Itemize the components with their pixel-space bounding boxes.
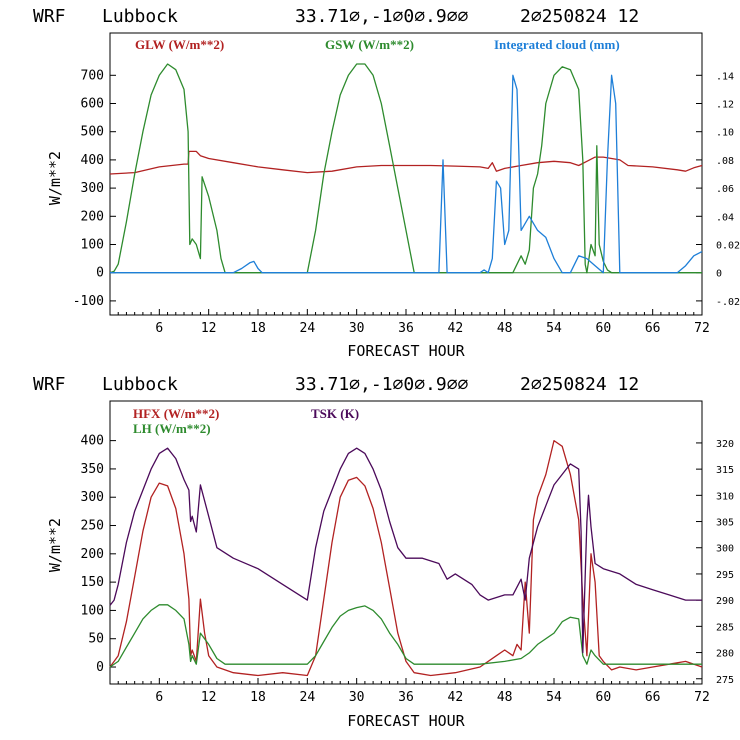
panel2-y2tick-label: 305 [716, 518, 734, 529]
panel1-series-0 [109, 150, 703, 175]
panel1-ytick-label: 0 [96, 266, 104, 281]
panel2-xtick-label: 42 [448, 690, 464, 705]
panel2-xtick-label: 30 [349, 690, 365, 705]
panel2-y2tick-label: 280 [716, 649, 734, 660]
panel2-series-2 [109, 447, 702, 654]
panel1-ytick-label: 600 [81, 97, 104, 112]
panel2-xtick-label: 12 [201, 690, 217, 705]
panel2-coords: 33.71∅,-1∅0∅.9∅∅ [295, 374, 469, 395]
panel1-y2tick-label: .08 [716, 156, 734, 167]
panel1-y2tick-label: -.02 [716, 297, 740, 308]
panel1-date: 2∅250824 12 [520, 6, 639, 27]
panel1-x-ticks: 6 12 18 24 30 36 42 48 54 60 66 72 [117, 309, 710, 336]
panel2-ylabel: W/m**2 [46, 518, 64, 572]
panel2-series-1 [109, 604, 702, 668]
panel2-ytick-label: 0 [96, 660, 104, 675]
panel1-ytick-label: 400 [81, 153, 104, 168]
panel2-ytick-label: 250 [81, 519, 104, 534]
panel1-xtick-label: 30 [349, 321, 365, 336]
panel1-series-2 [110, 74, 703, 274]
panel1-legend-gsw: GSW (W/m**2) [325, 37, 414, 52]
panel2-ytick-label: 350 [81, 462, 104, 477]
panel1-series [109, 63, 703, 274]
panel1-xtick-label: 24 [300, 321, 316, 336]
panel2-model: WRF [33, 374, 66, 395]
panel2-series [109, 439, 703, 677]
panel2-ytick-label: 50 [88, 632, 104, 647]
panel1-ytick-label: 700 [81, 68, 104, 83]
panel2-xtick-label: 24 [300, 690, 316, 705]
panel1-xtick-label: 18 [250, 321, 266, 336]
panel2-x-ticks: 6 12 18 24 30 36 42 48 54 60 66 72 [117, 678, 710, 705]
panel1-coords: 33.71∅,-1∅0∅.9∅∅ [295, 6, 469, 27]
panel1-ytick-label: 100 [81, 238, 104, 253]
panel2-y2tick-label: 300 [716, 544, 734, 555]
panel2-ytick-label: 200 [81, 547, 104, 562]
panel1-y2tick-label: .12 [716, 100, 734, 111]
panel2-y2tick-label: 290 [716, 596, 734, 607]
panel1-xtick-label: 48 [497, 321, 513, 336]
panel2-xtick-label: 6 [155, 690, 163, 705]
panel2-ytick-label: 400 [81, 434, 104, 449]
panel2-ytick-label: 300 [81, 490, 104, 505]
panel2-xtick-label: 54 [546, 690, 562, 705]
panel1-xtick-label: 36 [398, 321, 414, 336]
panel1-xtick-label: 66 [645, 321, 661, 336]
panel2-y2tick-label: 295 [716, 570, 734, 581]
panel2-y2-ticks: 275 280 285 290 295 300 305 310 315 320 [696, 439, 734, 686]
panel2-series-0 [109, 439, 703, 677]
panel1-y2tick-label: .10 [716, 128, 734, 139]
panel2-y2tick-label: 320 [716, 439, 734, 450]
panel2-xtick-label: 48 [497, 690, 513, 705]
panel1-y2tick-label: .06 [716, 184, 734, 195]
panel1-series-1 [109, 63, 702, 274]
panel1-ylabel: W/m**2 [46, 151, 64, 205]
panel2-xtick-label: 60 [596, 690, 612, 705]
panel2-y2tick-label: 310 [716, 491, 734, 502]
panel1-xtick-label: 12 [201, 321, 217, 336]
panel2-legend-tsk: TSK (K) [311, 406, 359, 421]
panel2-xtick-label: 36 [398, 690, 414, 705]
panel1-xtick-label: 72 [694, 321, 710, 336]
panel2-legend-lh: LH (W/m**2) [133, 421, 211, 436]
panel1-y-ticks: -100 0 100 200 300 400 500 600 700 [73, 68, 116, 309]
panel2-xtick-label: 72 [694, 690, 710, 705]
panel1-y2-ticks: -.02 0 0.02 .04 .06 .08 .10 .12 .14 [696, 71, 740, 308]
panel1-xtick-label: 54 [546, 321, 562, 336]
panel2-y2tick-label: 285 [716, 622, 734, 633]
panel2-y-ticks: 0 50 100 150 200 250 300 350 400 [81, 434, 116, 675]
panel2-date: 2∅250824 12 [520, 374, 639, 395]
panel1-y2tick-label: .14 [716, 71, 734, 82]
panel1-station: Lubbock [102, 6, 178, 27]
panel2-ytick-label: 100 [81, 603, 104, 618]
panel2-xtick-label: 18 [250, 690, 266, 705]
panel1-xtick-label: 6 [155, 321, 163, 336]
panel1-ytick-label: 500 [81, 125, 104, 140]
panel1-legend-glw: GLW (W/m**2) [135, 37, 224, 52]
panel1-y2tick-label: 0.02 [716, 241, 740, 252]
panel1-model: WRF [33, 6, 66, 27]
panel2-xlabel: FORECAST HOUR [347, 712, 465, 730]
panel1-xlabel: FORECAST HOUR [347, 342, 465, 360]
panel1-ytick-label: 200 [81, 209, 104, 224]
panel1-ytick-label: 300 [81, 181, 104, 196]
panel1-y2tick-label: 0 [716, 269, 722, 280]
panel1-xtick-label: 60 [596, 321, 612, 336]
panel2-y2tick-label: 275 [716, 675, 734, 686]
panel2-ytick-label: 150 [81, 575, 104, 590]
panel2-station: Lubbock [102, 374, 178, 395]
panel2-xtick-label: 66 [645, 690, 661, 705]
panel2-y2tick-label: 315 [716, 465, 734, 476]
panel1-ytick-label: -100 [73, 294, 104, 309]
panel1-legend-cloud: Integrated cloud (mm) [494, 37, 620, 52]
panel2-legend-hfx: HFX (W/m**2) [133, 406, 219, 421]
panel1-y2tick-label: .04 [716, 212, 734, 223]
panel1-xtick-label: 42 [448, 321, 464, 336]
